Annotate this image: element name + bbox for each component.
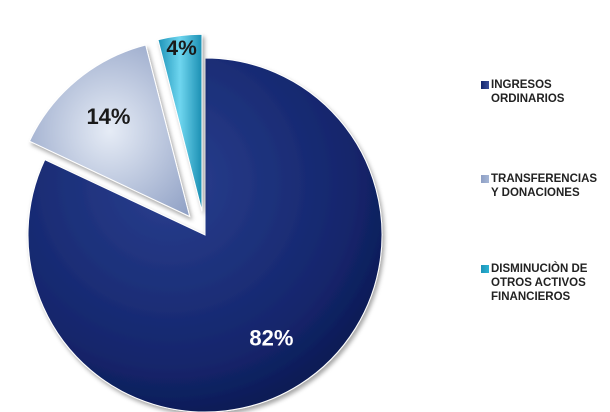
legend-item-ingresos-ordinarios: INGRESOS ORDINARIOS (481, 78, 564, 106)
legend-label-line: TRANSFERENCIAS (491, 173, 598, 185)
legend-label-line: OTROS ACTIVOS (491, 277, 586, 289)
legend-swatch-transferencias-donaciones (481, 175, 489, 183)
legend-swatch-ingresos-ordinarios (481, 81, 489, 89)
legend-label-line: FINANCIEROS (491, 291, 571, 303)
legend-label-line: INGRESOS (491, 79, 552, 91)
legend-label-line: ORDINARIOS (491, 93, 565, 105)
pie-label-transferencias-donaciones: 14% (86, 104, 130, 129)
pie-slice-transferencias-donaciones (28, 44, 191, 218)
pie-slice-ingresos-ordinarios (27, 57, 383, 412)
legend-label-line: DISMINUCIÒN DE (491, 263, 588, 275)
legend-swatch-disminucion-otros-activos (481, 265, 489, 273)
legend-item-disminucion-otros-activos: DISMINUCIÒN DE OTROS ACTIVOS FINANCIEROS (481, 262, 587, 304)
legend-item-transferencias-donaciones: TRANSFERENCIAS Y DONACIONES (481, 172, 597, 200)
pie-label-disminucion-otros-activos: 4% (166, 37, 197, 60)
pie-slice-disminucion-otros-activos (157, 33, 203, 212)
pie-label-ingresos-ordinarios: 82% (249, 325, 293, 350)
pie-value-labels: 82% 14% 4% (86, 37, 293, 350)
legend-label-line: Y DONACIONES (491, 187, 580, 199)
pie-slices (27, 33, 383, 412)
